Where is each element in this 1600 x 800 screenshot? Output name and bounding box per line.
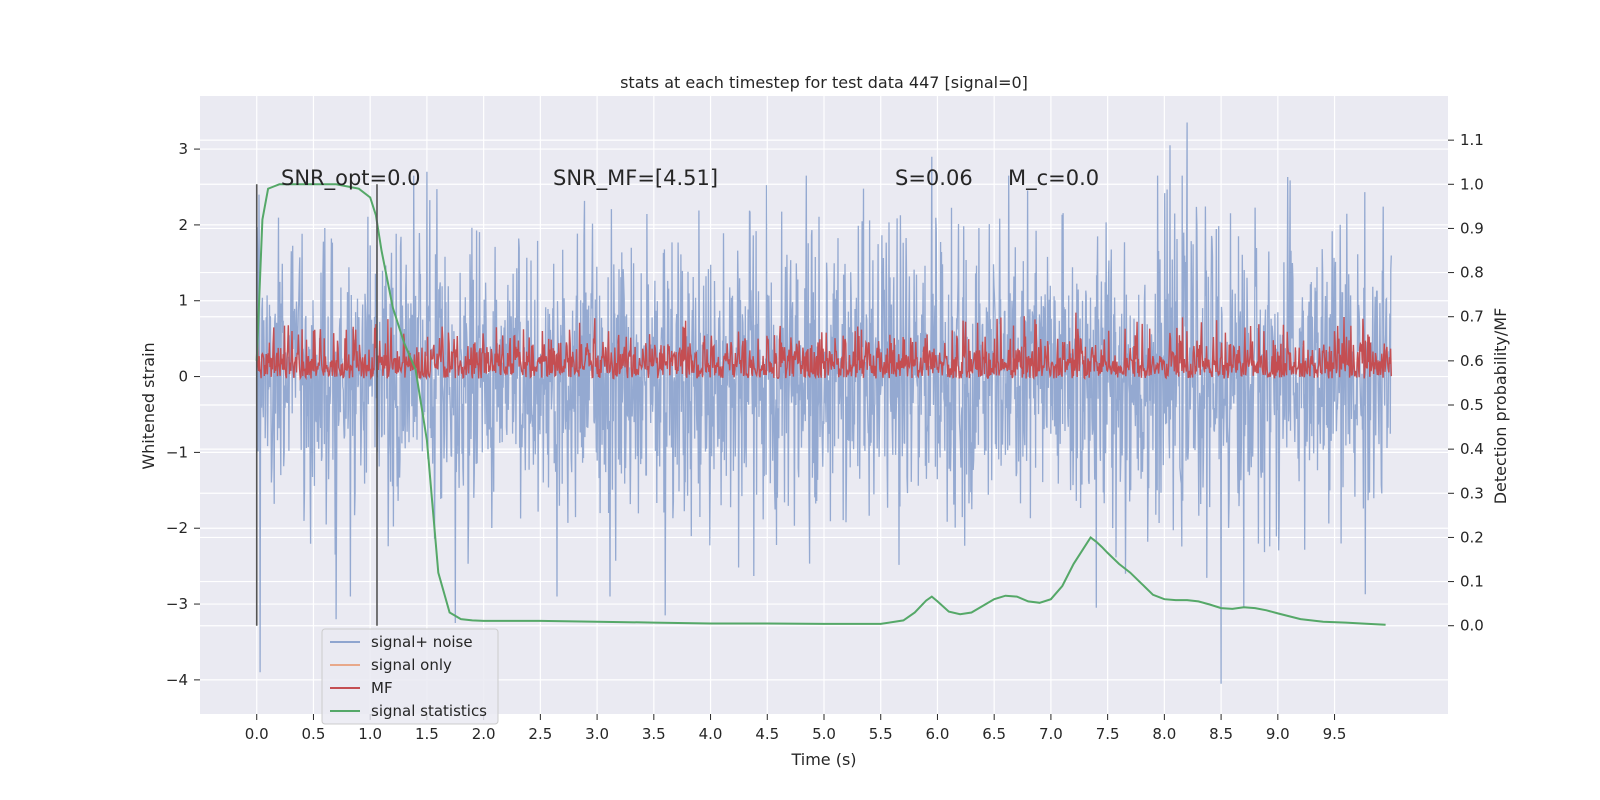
x-tick-label: 5.0 [812,725,836,743]
y2-tick-label: 0.5 [1460,396,1484,414]
y2-tick-label: 0.2 [1460,528,1484,546]
annotation-mc: M_c=0.0 [1008,166,1099,191]
y2-tick-label: 0.9 [1460,219,1484,237]
y2-tick-label: 0.0 [1460,617,1484,635]
x-tick-label: 6.5 [982,725,1006,743]
x-tick-label: 2.0 [472,725,496,743]
legend-item-signal-noise: signal+ noise [330,633,473,651]
x-tick-label: 9.5 [1323,725,1347,743]
legend-label-signal-only: signal only [371,656,452,674]
y-tick-label: 0 [178,368,188,386]
y2-tick-label: 0.1 [1460,573,1484,591]
x-tick-label: 4.5 [755,725,779,743]
y2-tick-label: 0.7 [1460,308,1484,326]
series-signal-noise-line [256,122,1392,684]
y-tick-label: −3 [166,595,188,613]
x-ticks: 0.0 0.5 1.0 1.5 2.0 2.5 3.0 3.5 4.0 4.5 5.0 5.5 6.0 6… [245,714,1347,743]
x-axis-title: Time (s) [790,750,856,769]
y2-tick-label: 0.6 [1460,352,1484,370]
y2-tick-label: 0.8 [1460,264,1484,282]
x-tick-label: 0.0 [245,725,269,743]
x-tick-label: 5.5 [869,725,893,743]
legend-item-signal-only: signal only [330,656,452,674]
legend-label-signal-noise: signal+ noise [371,633,473,651]
legend-item-mf: MF [330,679,393,697]
x-tick-label: 3.5 [642,725,666,743]
x-tick-label: 7.5 [1096,725,1120,743]
series-mf-line [256,312,1392,381]
x-tick-label: 2.5 [528,725,552,743]
legend: signal+ noise signal only MF signal stat… [321,628,499,725]
y-tick-label: −2 [166,519,188,537]
series-signal-statistics [255,183,1386,626]
y-tick-label: 2 [178,216,188,234]
y2-tick-label: 0.4 [1460,440,1484,458]
x-tick-label: 7.0 [1039,725,1063,743]
x-tick-label: 1.5 [415,725,439,743]
legend-label-signal-statistics: signal statistics [371,702,487,720]
y2-tick-label: 0.3 [1460,484,1484,502]
y-ticks: 3 2 1 0 −1 −2 −3 −4 [166,140,200,689]
x-tick-label: 9.0 [1266,725,1290,743]
series-mf [256,312,1392,381]
y-tick-label: 3 [178,140,188,158]
y2-ticks: 1.1 1.0 0.9 0.8 0.7 0.6 0.5 0.4 0.3 0.2 0.1 0.0 [1448,131,1484,635]
vertical-markers [255,184,378,626]
series-signal-noise [256,122,1392,684]
y-tick-label: −1 [166,443,188,461]
y2-tick-label: 1.1 [1460,131,1484,149]
series-signal-statistics-line [255,183,1386,626]
legend-label-mf: MF [371,679,393,697]
y2-axis-title: Detection probability/MF [1491,308,1510,505]
x-tick-label: 0.5 [302,725,326,743]
y2-tick-label: 1.0 [1460,175,1484,193]
annotation-snr-mf: SNR_MF=[4.51] [553,166,718,191]
x-tick-label: 6.0 [926,725,950,743]
y-tick-label: −4 [166,671,188,689]
x-tick-label: 8.0 [1152,725,1176,743]
legend-box [321,628,499,725]
chart-title: stats at each timestep for test data 447… [620,73,1028,92]
legend-item-signal-statistics: signal statistics [330,702,487,720]
x-tick-label: 3.0 [585,725,609,743]
x-tick-label: 8.5 [1209,725,1233,743]
x-tick-label: 1.0 [358,725,382,743]
annotation-s: S=0.06 [895,166,973,190]
annotation-snr-opt: SNR_opt=0.0 [281,166,421,191]
y-tick-label: 1 [178,292,188,310]
y-axis-title: Whitened strain [139,342,158,469]
x-tick-label: 4.0 [699,725,723,743]
